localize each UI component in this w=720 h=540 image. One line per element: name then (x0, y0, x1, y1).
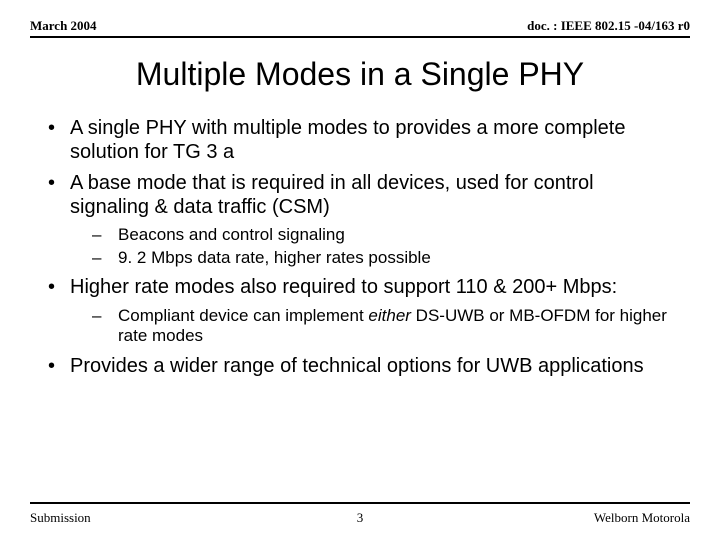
sub-bullet-list: Beacons and control signaling 9. 2 Mbps … (70, 225, 678, 268)
footer-rule (30, 502, 690, 504)
bullet-text: A base mode that is required in all devi… (70, 172, 594, 218)
sub-bullet-text-pre: Compliant device can implement (118, 306, 368, 325)
bullet-text: Higher rate modes also required to suppo… (70, 276, 617, 298)
bullet-item: A single PHY with multiple modes to prov… (42, 117, 678, 164)
slide-footer: Submission 3 Welborn Motorola (30, 510, 690, 526)
footer-page: 3 (357, 510, 364, 526)
sub-bullet-text: 9. 2 Mbps data rate, higher rates possib… (118, 248, 431, 267)
footer-left: Submission (30, 510, 91, 526)
slide-title: Multiple Modes in a Single PHY (0, 56, 720, 93)
sub-bullet-item: Compliant device can implement either DS… (70, 306, 678, 347)
sub-bullet-item: Beacons and control signaling (70, 225, 678, 245)
bullet-item: Provides a wider range of technical opti… (42, 355, 678, 379)
header-date: March 2004 (30, 18, 97, 34)
bullet-list: A single PHY with multiple modes to prov… (42, 117, 678, 378)
bullet-text: A single PHY with multiple modes to prov… (70, 117, 625, 163)
sub-bullet-item: 9. 2 Mbps data rate, higher rates possib… (70, 248, 678, 268)
slide-body: A single PHY with multiple modes to prov… (0, 117, 720, 378)
bullet-item: A base mode that is required in all devi… (42, 172, 678, 268)
header-docnum: doc. : IEEE 802.15 -04/163 r0 (527, 18, 690, 34)
footer-right: Welborn Motorola (594, 510, 690, 526)
sub-bullet-text-em: either (368, 306, 411, 325)
slide-header: March 2004 doc. : IEEE 802.15 -04/163 r0 (0, 0, 720, 36)
bullet-item: Higher rate modes also required to suppo… (42, 276, 678, 346)
sub-bullet-list: Compliant device can implement either DS… (70, 306, 678, 347)
sub-bullet-text: Beacons and control signaling (118, 225, 345, 244)
bullet-text: Provides a wider range of technical opti… (70, 355, 644, 377)
header-rule (30, 36, 690, 38)
